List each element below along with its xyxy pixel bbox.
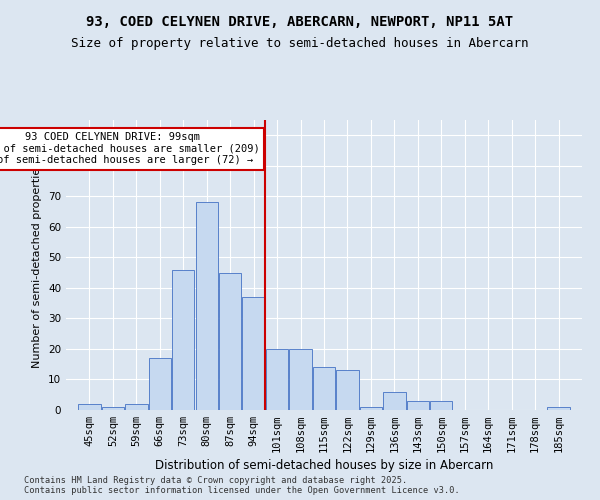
Text: Size of property relative to semi-detached houses in Abercarn: Size of property relative to semi-detach…: [71, 38, 529, 51]
Bar: [149, 358, 171, 410]
Bar: [383, 392, 406, 410]
Bar: [289, 349, 312, 410]
Bar: [313, 368, 335, 410]
Bar: [101, 407, 124, 410]
Bar: [547, 407, 570, 410]
Bar: [196, 202, 218, 410]
X-axis label: Distribution of semi-detached houses by size in Abercarn: Distribution of semi-detached houses by …: [155, 460, 493, 472]
Bar: [172, 270, 194, 410]
Bar: [78, 404, 101, 410]
Bar: [359, 407, 382, 410]
Text: Contains HM Land Registry data © Crown copyright and database right 2025.
Contai: Contains HM Land Registry data © Crown c…: [24, 476, 460, 495]
Text: 93, COED CELYNEN DRIVE, ABERCARN, NEWPORT, NP11 5AT: 93, COED CELYNEN DRIVE, ABERCARN, NEWPOR…: [86, 15, 514, 29]
Bar: [430, 401, 452, 410]
Bar: [242, 297, 265, 410]
Bar: [266, 349, 289, 410]
Text: 93 COED CELYNEN DRIVE: 99sqm
← 73% of semi-detached houses are smaller (209)
25%: 93 COED CELYNEN DRIVE: 99sqm ← 73% of se…: [0, 132, 260, 166]
Bar: [336, 370, 359, 410]
Bar: [219, 272, 241, 410]
Y-axis label: Number of semi-detached properties: Number of semi-detached properties: [32, 162, 43, 368]
Bar: [407, 401, 429, 410]
Bar: [125, 404, 148, 410]
